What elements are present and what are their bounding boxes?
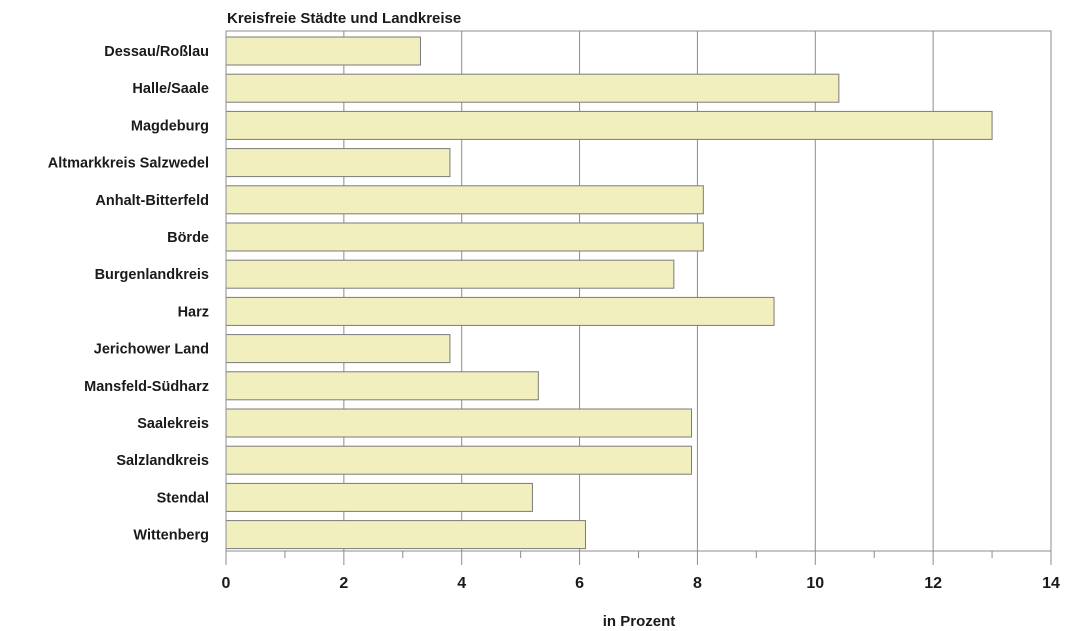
category-label: Jerichower Land [94,342,209,358]
x-axis-label: in Prozent [603,613,676,630]
category-label: Harz [178,304,209,320]
x-tick-label: 4 [457,575,466,592]
category-labels: Dessau/Roßlau Halle/Saale Magdeburg Altmark… [48,44,209,544]
category-label: Magdeburg [131,118,209,134]
x-axis: 0 2 4 6 8 10 12 14 [222,551,1060,592]
bar [225,148,451,178]
bar [225,73,840,103]
bar [225,36,421,66]
bar [225,185,704,215]
chart-title: Kreisfreie Städte und Landkreise [227,10,461,27]
category-label: Saalekreis [137,416,209,432]
category-label: Salzlandkreis [116,453,209,469]
category-label: Wittenberg [133,528,209,544]
category-label: Börde [167,230,209,246]
category-label: Anhalt-Bitterfeld [95,193,209,209]
bars [225,36,993,550]
x-tick-label: 8 [693,575,702,592]
bar [225,259,675,289]
bar [225,520,586,550]
bar [225,296,775,326]
category-label: Mansfeld-Südharz [84,379,209,395]
bar [225,482,533,512]
bar [225,371,539,401]
x-tick-label: 0 [222,575,231,592]
bar [225,445,693,475]
plot-frame [225,30,1052,552]
bar [225,334,451,364]
x-tick-label: 12 [924,575,942,592]
category-label: Halle/Saale [132,81,209,97]
category-label: Burgenlandkreis [95,267,209,283]
x-tick-label: 6 [575,575,584,592]
category-label: Stendal [157,490,209,506]
category-label: Dessau/Roßlau [104,44,209,60]
bar [225,222,704,252]
category-label: Altmarkkreis Salzwedel [48,156,209,172]
x-tick-label: 14 [1042,575,1060,592]
x-tick-label: 2 [339,575,348,592]
x-tick-label: 10 [806,575,824,592]
bar [225,408,693,438]
bar [225,110,993,140]
